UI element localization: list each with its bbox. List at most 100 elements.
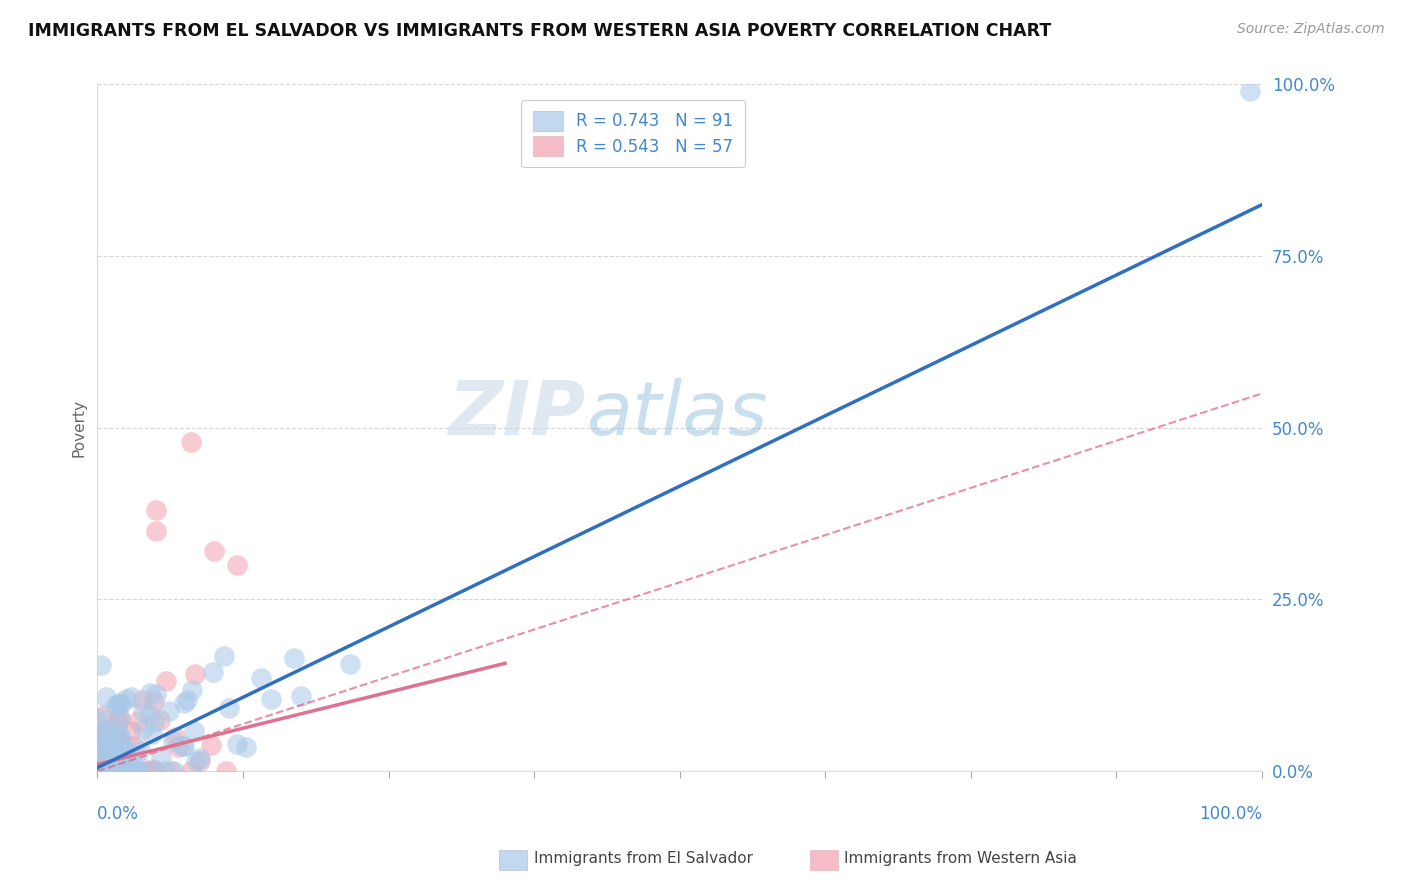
- Point: [226, 738, 249, 752]
- Point: [94, 724, 117, 739]
- Point: [200, 738, 222, 752]
- Point: [218, 701, 240, 715]
- Point: [141, 727, 163, 741]
- Point: [108, 764, 131, 779]
- Point: [173, 696, 195, 710]
- Point: [91, 764, 114, 779]
- Point: [138, 686, 160, 700]
- Point: [155, 673, 177, 688]
- Point: [98, 764, 121, 779]
- Point: [176, 693, 198, 707]
- Point: [110, 737, 132, 751]
- Point: [105, 732, 128, 747]
- Point: [90, 764, 112, 779]
- Point: [89, 764, 111, 779]
- Point: [107, 698, 129, 712]
- Point: [105, 747, 128, 761]
- Point: [115, 692, 138, 706]
- Text: Immigrants from El Salvador: Immigrants from El Salvador: [534, 851, 754, 865]
- Point: [89, 756, 111, 771]
- Point: [180, 764, 202, 779]
- Point: [157, 704, 180, 718]
- Point: [93, 738, 115, 752]
- Point: [214, 649, 236, 664]
- Point: [259, 692, 281, 706]
- Point: [87, 752, 110, 766]
- Point: [108, 764, 131, 779]
- Point: [103, 733, 125, 747]
- Point: [132, 722, 155, 736]
- Legend: R = 0.743   N = 91, R = 0.543   N = 57: R = 0.743 N = 91, R = 0.543 N = 57: [522, 100, 745, 168]
- Point: [339, 657, 361, 672]
- Point: [107, 745, 129, 759]
- Point: [90, 764, 112, 779]
- Point: [93, 708, 115, 723]
- Point: [142, 762, 165, 776]
- Point: [283, 650, 305, 665]
- Point: [115, 755, 138, 769]
- Point: [112, 763, 135, 777]
- Point: [87, 734, 110, 748]
- Point: [90, 657, 112, 672]
- Point: [91, 730, 114, 744]
- Point: [91, 764, 114, 779]
- Point: [121, 760, 143, 774]
- Point: [129, 743, 152, 757]
- Point: [139, 706, 162, 721]
- Point: [184, 667, 207, 681]
- Point: [98, 764, 121, 779]
- Point: [97, 764, 120, 779]
- Point: [108, 752, 131, 766]
- Point: [105, 721, 128, 735]
- Point: [105, 764, 128, 779]
- Point: [108, 709, 131, 723]
- Point: [111, 753, 134, 767]
- Point: [127, 714, 149, 729]
- Point: [184, 754, 207, 768]
- Point: [110, 697, 132, 711]
- Point: [141, 764, 163, 779]
- Point: [96, 690, 118, 704]
- Text: Source: ZipAtlas.com: Source: ZipAtlas.com: [1237, 22, 1385, 37]
- Point: [110, 742, 132, 756]
- Point: [132, 704, 155, 718]
- Point: [108, 732, 131, 747]
- Point: [90, 762, 112, 776]
- Text: 0.0%: 0.0%: [97, 805, 139, 823]
- Point: [128, 759, 150, 773]
- Point: [112, 764, 135, 779]
- Point: [104, 698, 127, 712]
- Point: [107, 749, 129, 764]
- Point: [87, 748, 110, 763]
- Point: [122, 739, 145, 754]
- Point: [94, 747, 117, 761]
- Point: [188, 754, 211, 768]
- Point: [89, 764, 111, 779]
- Point: [180, 682, 202, 697]
- Point: [214, 764, 236, 779]
- Point: [87, 731, 110, 745]
- Point: [110, 713, 132, 727]
- Point: [86, 715, 108, 730]
- Point: [183, 724, 205, 739]
- Point: [94, 723, 117, 738]
- Point: [118, 764, 141, 779]
- Point: [107, 715, 129, 730]
- Point: [145, 524, 167, 538]
- Text: Immigrants from Western Asia: Immigrants from Western Asia: [844, 851, 1077, 865]
- Point: [145, 503, 167, 517]
- Point: [91, 764, 114, 779]
- Point: [125, 764, 148, 779]
- Text: 100.0%: 100.0%: [1199, 805, 1263, 823]
- Point: [97, 745, 120, 759]
- Point: [120, 724, 142, 739]
- Point: [93, 764, 115, 779]
- Point: [162, 764, 184, 779]
- Point: [89, 764, 111, 779]
- Point: [103, 764, 125, 779]
- Point: [173, 739, 195, 754]
- Point: [202, 665, 225, 680]
- Point: [89, 731, 111, 745]
- Point: [235, 739, 257, 754]
- Point: [91, 759, 114, 773]
